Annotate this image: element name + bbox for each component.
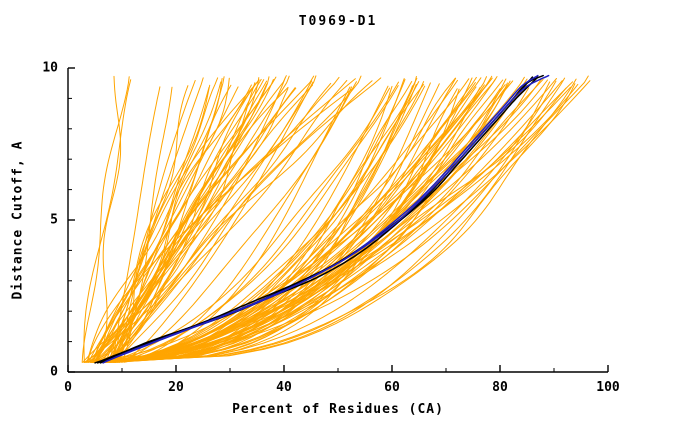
x-axis-label: Percent of Residues (CA)	[232, 402, 444, 417]
y-tick-label: 0	[50, 364, 58, 380]
y-tick-label: 5	[50, 212, 58, 228]
best-model-blue-2	[105, 74, 550, 363]
x-tick-label: 60	[384, 380, 400, 395]
x-tick-label: 100	[596, 380, 620, 395]
chart-title: T0969-D1	[298, 14, 378, 29]
y-tick-label: 10	[42, 60, 58, 76]
x-tick-label: 0	[64, 380, 72, 395]
x-tick-label: 80	[492, 380, 508, 395]
x-tick-label: 20	[168, 380, 184, 395]
x-tick-label: 40	[276, 380, 292, 395]
